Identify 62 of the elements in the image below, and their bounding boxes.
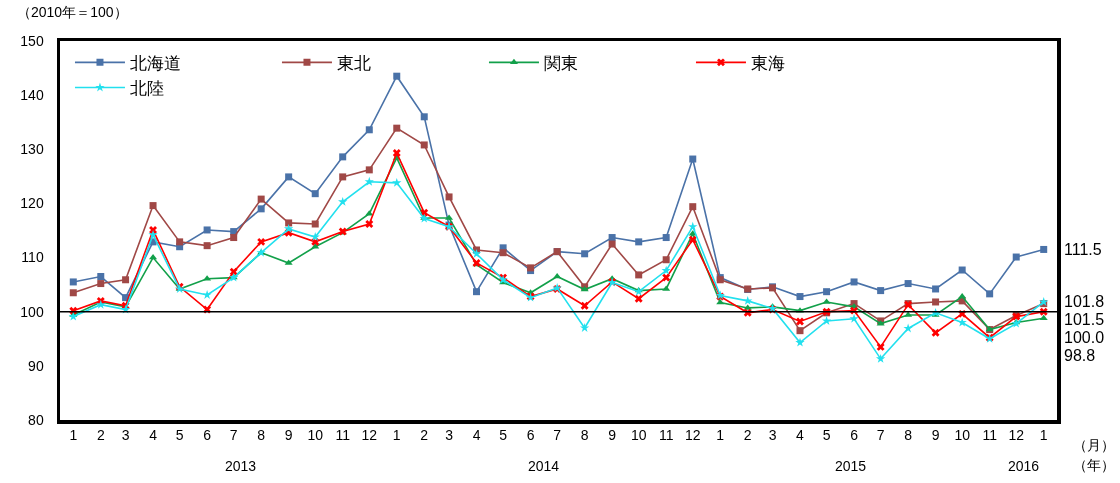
- legend-label: 東北: [336, 53, 371, 73]
- y-tick-label: 140: [20, 87, 44, 104]
- x-tick-label: 11: [658, 427, 674, 444]
- x-tick-label: 4: [472, 427, 481, 444]
- data-label: 101.8: [1064, 293, 1105, 310]
- x-tick-label: 10: [307, 427, 324, 444]
- y-tick-label: 80: [28, 411, 44, 428]
- data-label: 111.5: [1064, 241, 1102, 258]
- x-tick-label: 2: [96, 427, 105, 444]
- x-tick-label: 10: [954, 427, 971, 444]
- x-tick-label: 8: [257, 427, 266, 444]
- x-tick-label: 2: [420, 427, 429, 444]
- y-tick-label: 150: [20, 32, 44, 49]
- x-tick-label: 1: [392, 427, 401, 444]
- x-tick-label: 8: [580, 427, 589, 444]
- y-tick-label: 130: [20, 141, 44, 158]
- x-tick-label: 7: [876, 427, 885, 444]
- x-tick-label: 10: [630, 427, 647, 444]
- text: 2015: [835, 458, 867, 474]
- x-tick-label: 6: [526, 427, 535, 444]
- x-tick-label: 12: [361, 427, 378, 444]
- x-tick-label: 1: [1039, 427, 1048, 444]
- x-tick-label: 3: [768, 427, 777, 444]
- text: （年）: [1073, 457, 1115, 473]
- x-tick-label: 7: [553, 427, 562, 444]
- x-tick-label: 4: [149, 427, 158, 444]
- x-tick-label: 5: [499, 427, 508, 444]
- legend-label: 東海: [750, 53, 785, 73]
- text: 2014: [528, 458, 560, 474]
- data-label: 98.8: [1064, 347, 1096, 364]
- y-tick-label: 90: [28, 357, 44, 374]
- x-tick-label: 12: [1008, 427, 1025, 444]
- text: （月）: [1073, 437, 1115, 453]
- x-tick-label: 11: [335, 427, 351, 444]
- text: （2010年＝100）: [17, 4, 128, 20]
- text: 2016: [1008, 458, 1040, 474]
- x-tick-label: 3: [445, 427, 454, 444]
- x-tick-label: 9: [931, 427, 940, 444]
- x-tick-label: 8: [904, 427, 913, 444]
- x-tick-label: 1: [69, 427, 78, 444]
- x-tick-label: 11: [982, 427, 998, 444]
- data-label: 101.5: [1064, 311, 1105, 328]
- x-tick-label: 6: [850, 427, 859, 444]
- text: 2013: [225, 458, 257, 474]
- x-tick-label: 9: [284, 427, 293, 444]
- x-tick-label: 9: [608, 427, 617, 444]
- x-tick-label: 1: [716, 427, 725, 444]
- y-tick-label: 100: [20, 303, 44, 320]
- legend-label: 北海道: [129, 53, 181, 73]
- x-tick-label: 7: [229, 427, 238, 444]
- x-tick-label: 5: [175, 427, 184, 444]
- x-tick-label: 2: [743, 427, 752, 444]
- x-tick-label: 5: [822, 427, 831, 444]
- legend-label: 北陸: [129, 79, 164, 99]
- x-tick-label: 4: [796, 427, 805, 444]
- x-tick-label: 6: [203, 427, 212, 444]
- x-tick-label: 3: [121, 427, 130, 444]
- y-tick-label: 120: [20, 195, 44, 212]
- data-label: 100.0: [1064, 329, 1105, 346]
- y-tick-label: 110: [21, 249, 44, 266]
- legend-label: 関東: [543, 53, 578, 73]
- x-tick-label: 12: [684, 427, 701, 444]
